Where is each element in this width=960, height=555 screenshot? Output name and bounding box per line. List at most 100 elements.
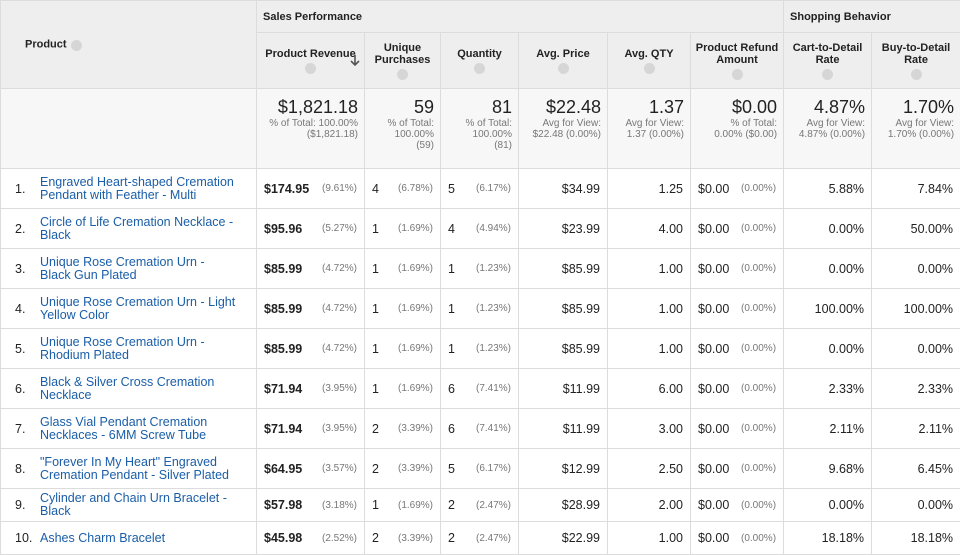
total-subtext: % of Total: 100.00% ($1,821.18) bbox=[263, 118, 358, 140]
metric-cell: $0.00(0.00%) bbox=[691, 369, 784, 409]
metric-content: 1 (1.23%) bbox=[441, 262, 518, 276]
total-subtext: Avg for View: $22.48 (0.00%) bbox=[525, 118, 601, 140]
metric-content: 4(6.78%) bbox=[365, 182, 440, 196]
metric-cell: 5(6.17%) bbox=[441, 449, 519, 489]
metric-cell: 0.00% bbox=[784, 209, 872, 249]
column-header[interactable]: Avg. QTY bbox=[608, 33, 691, 89]
metric-cell: $23.99 bbox=[519, 209, 608, 249]
data-row: 2.Circle of Life Cremation Necklace - Bl… bbox=[1, 209, 960, 249]
product-link[interactable]: Circle of Life Cremation Necklace - Blac… bbox=[40, 216, 256, 242]
product-link[interactable]: Unique Rose Cremation Urn - Light Yellow… bbox=[40, 296, 256, 322]
product-link[interactable]: Black & Silver Cross Cremation Necklace bbox=[40, 376, 256, 402]
product-link[interactable]: Unique Rose Cremation Urn - Black Gun Pl… bbox=[40, 256, 256, 282]
metric-value: $0.00 bbox=[698, 382, 729, 396]
metric-value: 0.00% bbox=[784, 342, 871, 356]
metric-content: $45.98(2.52%) bbox=[257, 531, 364, 545]
total-value: $0.00 bbox=[697, 97, 777, 118]
product-link[interactable]: Unique Rose Cremation Urn - Rhodium Plat… bbox=[40, 336, 256, 362]
column-header[interactable]: Cart-to-Detail Rate bbox=[784, 33, 872, 89]
metric-value: 2.33% bbox=[784, 382, 871, 396]
metric-value: 1 bbox=[372, 498, 379, 512]
product-link[interactable]: Cylinder and Chain Urn Bracelet - Black bbox=[40, 492, 256, 518]
metric-cell: 4.00 bbox=[608, 209, 691, 249]
data-row: 7.Glass Vial Pendant Cremation Necklaces… bbox=[1, 409, 960, 449]
metric-cell: 2(3.39%) bbox=[365, 409, 441, 449]
metric-value: $95.96 bbox=[264, 222, 302, 236]
product-link[interactable]: Glass Vial Pendant Cremation Necklaces -… bbox=[40, 416, 256, 442]
metric-content: 1(1.69%) bbox=[365, 342, 440, 356]
product-link[interactable]: Engraved Heart-shaped Cremation Pendant … bbox=[40, 176, 256, 202]
row-index: 3. bbox=[15, 262, 40, 276]
totals-cell: $1,821.18% of Total: 100.00% ($1,821.18) bbox=[257, 89, 365, 169]
metric-percent: (6.17%) bbox=[476, 463, 511, 474]
metric-value: 2.00 bbox=[608, 498, 690, 512]
metric-cell: 1.00 bbox=[608, 249, 691, 289]
metric-content: $95.96(5.27%) bbox=[257, 222, 364, 236]
metric-value: $57.98 bbox=[264, 498, 302, 512]
metric-value: 1 bbox=[372, 222, 379, 236]
metric-content: 6(7.41%) bbox=[441, 422, 518, 436]
metric-percent: (1.69%) bbox=[398, 383, 433, 394]
column-header[interactable]: Unique Purchases bbox=[365, 33, 441, 89]
metric-value: 2.33% bbox=[872, 382, 960, 396]
column-header[interactable]: Quantity bbox=[441, 33, 519, 89]
metric-value: 1 bbox=[372, 382, 379, 396]
product-cell-content: 5.Unique Rose Cremation Urn - Rhodium Pl… bbox=[1, 329, 256, 368]
help-icon bbox=[558, 63, 569, 74]
metric-content: $0.00(0.00%) bbox=[691, 531, 783, 545]
metric-value: 2 bbox=[372, 462, 379, 476]
product-link[interactable]: "Forever In My Heart" Engraved Cremation… bbox=[40, 456, 256, 482]
metric-cell: 2.11% bbox=[872, 409, 960, 449]
metric-content: $71.94(3.95%) bbox=[257, 382, 364, 396]
metric-cell: 7.84% bbox=[872, 169, 960, 209]
metric-value: 4 bbox=[372, 182, 379, 196]
metric-cell: 1.00 bbox=[608, 289, 691, 329]
column-header[interactable]: Product Revenue bbox=[257, 33, 365, 89]
metric-cell: 2(2.47%) bbox=[441, 489, 519, 522]
total-subtext: Avg for View: 4.87% (0.00%) bbox=[790, 118, 865, 140]
metric-percent: (4.94%) bbox=[476, 223, 511, 234]
metric-percent: (0.00%) bbox=[741, 423, 776, 434]
metric-value: 1 bbox=[372, 302, 379, 316]
metric-content: 2(2.47%) bbox=[441, 498, 518, 512]
metric-content: 1(1.69%) bbox=[365, 222, 440, 236]
product-cell-content: 6.Black & Silver Cross Cremation Necklac… bbox=[1, 369, 256, 408]
data-row: 4.Unique Rose Cremation Urn - Light Yell… bbox=[1, 289, 960, 329]
metric-percent: (1.23%) bbox=[476, 263, 511, 274]
column-header[interactable]: Avg. Price bbox=[519, 33, 608, 89]
metric-value: 1.25 bbox=[608, 182, 690, 196]
metric-cell: $34.99 bbox=[519, 169, 608, 209]
total-value: $22.48 bbox=[525, 97, 601, 118]
metric-cell: $28.99 bbox=[519, 489, 608, 522]
metric-cell: 2.33% bbox=[784, 369, 872, 409]
metric-cell: $85.99(4.72%) bbox=[257, 249, 365, 289]
column-header[interactable]: Buy-to-Detail Rate bbox=[872, 33, 960, 89]
column-header[interactable]: Product Refund Amount bbox=[691, 33, 784, 89]
totals-product-cell bbox=[1, 89, 257, 169]
metric-value: 1 bbox=[448, 262, 455, 276]
metric-cell: 0.00% bbox=[872, 329, 960, 369]
product-header-label: Product bbox=[25, 38, 67, 50]
metric-percent: (0.00%) bbox=[741, 183, 776, 194]
metric-cell: 1(1.69%) bbox=[365, 329, 441, 369]
metric-value: 0.00% bbox=[784, 498, 871, 512]
metric-cell: 9.68% bbox=[784, 449, 872, 489]
metric-content: 1(1.69%) bbox=[365, 302, 440, 316]
metric-cell: 50.00% bbox=[872, 209, 960, 249]
sort-arrow[interactable] bbox=[350, 55, 360, 67]
total-subtext: % of Total: 100.00% (59) bbox=[371, 118, 434, 151]
metric-content: $0.00(0.00%) bbox=[691, 498, 783, 512]
metric-cell: $0.00(0.00%) bbox=[691, 209, 784, 249]
column-header-label: Product Refund Amount bbox=[696, 42, 779, 66]
product-link[interactable]: Ashes Charm Bracelet bbox=[40, 532, 185, 545]
metric-content: $0.00(0.00%) bbox=[691, 222, 783, 236]
row-index: 2. bbox=[15, 222, 40, 236]
metric-cell: $95.96(5.27%) bbox=[257, 209, 365, 249]
metric-cell: 0.00% bbox=[872, 249, 960, 289]
metric-cell: $0.00(0.00%) bbox=[691, 449, 784, 489]
metric-content: 5(6.17%) bbox=[441, 462, 518, 476]
metric-cell: 1(1.69%) bbox=[365, 489, 441, 522]
metric-content: $0.00(0.00%) bbox=[691, 182, 783, 196]
metric-percent: (0.00%) bbox=[741, 223, 776, 234]
